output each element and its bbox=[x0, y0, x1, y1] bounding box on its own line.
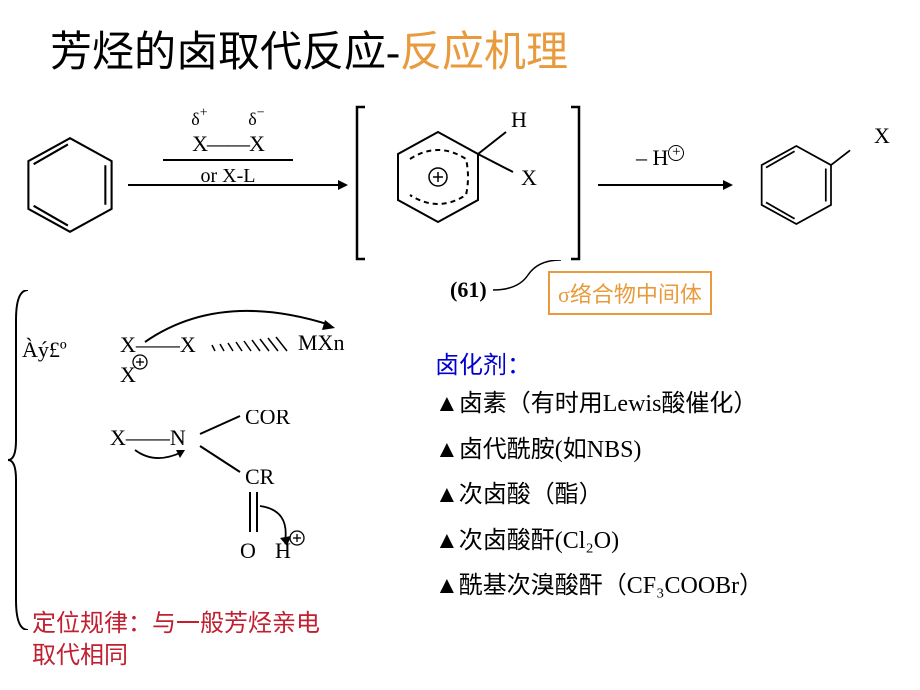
intermediate-H-text: H bbox=[511, 107, 527, 132]
big-brace bbox=[6, 290, 32, 630]
page-title: 芳烃的卤取代反应-反应机理 bbox=[50, 18, 568, 79]
delta-minus: δ− bbox=[248, 105, 264, 131]
svg-text:O: O bbox=[240, 538, 256, 563]
x-x-reagent: X——X bbox=[163, 131, 293, 157]
intermediate-X-text: X bbox=[521, 165, 537, 190]
title-black: 芳烃的卤取代反应- bbox=[50, 30, 400, 76]
delta-plus: δ+ bbox=[191, 105, 207, 131]
svg-text:CR: CR bbox=[245, 464, 275, 489]
label-61: (61) bbox=[450, 277, 487, 303]
benzene-product bbox=[753, 133, 857, 237]
list-item: ▲卤素（有时用Lewis酸催化） bbox=[435, 382, 763, 428]
svg-text:H: H bbox=[275, 538, 291, 563]
title-orange: 反应机理 bbox=[400, 30, 568, 76]
halogenating-header: 卤化剂： bbox=[435, 345, 531, 380]
reaction-scheme: δ+ δ− X——X or X-L bbox=[18, 105, 908, 285]
list-item: ▲次卤酸（酯） bbox=[435, 473, 763, 519]
product-X: X bbox=[874, 123, 890, 149]
benzene-reactant bbox=[18, 133, 122, 237]
footnote-line1: 定位规律：与一般芳烃亲电 bbox=[32, 608, 320, 640]
svg-text:X——X: X——X bbox=[120, 332, 196, 357]
mech-xn-cor: X——N COR CR O H bbox=[100, 410, 340, 585]
sigma-complex-label: σ络合物中间体 bbox=[548, 271, 712, 315]
sigma-complex: H X bbox=[353, 97, 583, 277]
footnote-line2: 取代相同 bbox=[32, 640, 320, 672]
positioning-rule: 定位规律：与一般芳烃亲电 取代相同 bbox=[32, 608, 320, 673]
svg-text:MXn: MXn bbox=[298, 330, 344, 355]
arrow-1 bbox=[128, 175, 348, 195]
list-item: ▲卤代酰胺(如NBS) bbox=[435, 428, 763, 474]
arrow-2 bbox=[598, 175, 733, 195]
list-item: ▲酰基次溴酸酐（CF₃COOBr） bbox=[435, 564, 763, 610]
svg-text:X——N: X——N bbox=[110, 425, 186, 450]
halogenating-list: ▲卤素（有时用Lewis酸催化） ▲卤代酰胺(如NBS) ▲次卤酸（酯） ▲次卤… bbox=[435, 382, 763, 610]
list-item: ▲次卤酸酐(Cl₂O) bbox=[435, 519, 763, 565]
minus-h-plus: – H+ bbox=[636, 145, 684, 171]
mech-xx-mxn: X——X MXn X bbox=[100, 300, 390, 390]
svg-text:COR: COR bbox=[245, 410, 291, 429]
